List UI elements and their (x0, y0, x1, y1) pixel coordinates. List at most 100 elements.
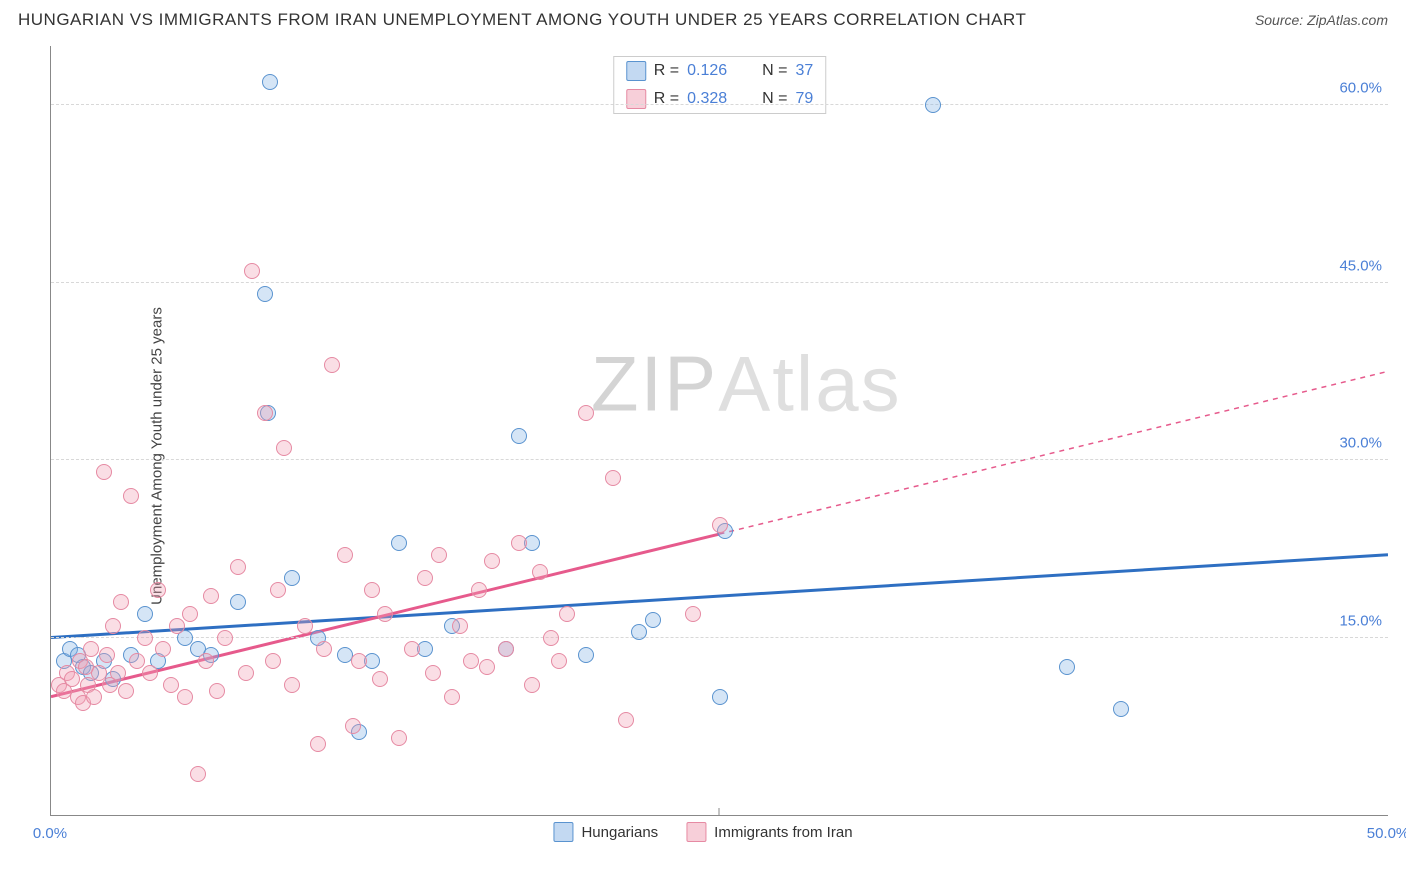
chart-container: Unemployment Among Youth under 25 years … (0, 36, 1406, 876)
data-point (262, 74, 278, 90)
data-point (142, 665, 158, 681)
y-tick-label: 45.0% (1339, 257, 1382, 274)
data-point (297, 618, 313, 634)
legend-series-item: Hungarians (553, 822, 658, 842)
data-point (265, 653, 281, 669)
data-point (163, 677, 179, 693)
data-point (391, 535, 407, 551)
data-point (1059, 659, 1075, 675)
data-point (351, 653, 367, 669)
data-point (372, 671, 388, 687)
data-point (203, 588, 219, 604)
data-point (618, 712, 634, 728)
legend-series-label: Immigrants from Iran (714, 824, 852, 841)
data-point (1113, 701, 1129, 717)
legend-swatch-pink (686, 822, 706, 842)
data-point (230, 594, 246, 610)
data-point (137, 630, 153, 646)
watermark: ZIPAtlas (591, 339, 902, 430)
data-point (417, 570, 433, 586)
data-point (190, 766, 206, 782)
data-point (511, 535, 527, 551)
data-point (925, 97, 941, 113)
data-point (182, 606, 198, 622)
data-point (404, 641, 420, 657)
data-point (118, 683, 134, 699)
header: HUNGARIAN VS IMMIGRANTS FROM IRAN UNEMPL… (0, 0, 1406, 36)
trend-line (51, 555, 1388, 638)
legend-series-label: Hungarians (581, 824, 658, 841)
gridline (51, 637, 1388, 638)
data-point (712, 689, 728, 705)
data-point (257, 405, 273, 421)
gridline (51, 104, 1388, 105)
plot-area: ZIPAtlas R =0.126N =37R =0.328N =79 15.0… (50, 46, 1388, 816)
x-tick-label: 50.0% (1367, 825, 1406, 842)
y-tick-label: 30.0% (1339, 435, 1382, 452)
data-point (110, 665, 126, 681)
data-point (551, 653, 567, 669)
data-point (578, 647, 594, 663)
data-point (230, 559, 246, 575)
data-point (257, 286, 273, 302)
x-tick-label: 0.0% (33, 825, 67, 842)
data-point (425, 665, 441, 681)
data-point (324, 357, 340, 373)
data-point (284, 570, 300, 586)
data-point (137, 606, 153, 622)
trend-line (720, 371, 1389, 534)
data-point (284, 677, 300, 693)
data-point (712, 517, 728, 533)
data-point (129, 653, 145, 669)
data-point (605, 470, 621, 486)
data-point (543, 630, 559, 646)
data-point (345, 718, 361, 734)
data-point (83, 641, 99, 657)
data-point (631, 624, 647, 640)
data-point (217, 630, 233, 646)
chart-title: HUNGARIAN VS IMMIGRANTS FROM IRAN UNEMPL… (18, 10, 1026, 30)
data-point (310, 736, 326, 752)
data-point (685, 606, 701, 622)
data-point (532, 564, 548, 580)
data-point (276, 440, 292, 456)
data-point (498, 641, 514, 657)
legend-series-item: Immigrants from Iran (686, 822, 852, 842)
data-point (244, 263, 260, 279)
data-point (524, 677, 540, 693)
data-point (169, 618, 185, 634)
data-point (155, 641, 171, 657)
data-point (177, 689, 193, 705)
data-point (463, 653, 479, 669)
data-point (270, 582, 286, 598)
legend-swatch-blue (553, 822, 573, 842)
gridline (51, 459, 1388, 460)
source-attribution: Source: ZipAtlas.com (1255, 12, 1388, 28)
data-point (471, 582, 487, 598)
data-point (123, 488, 139, 504)
data-point (452, 618, 468, 634)
legend-correlation: R =0.126N =37R =0.328N =79 (613, 56, 826, 114)
legend-swatch-blue (626, 61, 646, 81)
data-point (198, 653, 214, 669)
data-point (645, 612, 661, 628)
data-point (511, 428, 527, 444)
data-point (391, 730, 407, 746)
gridline (51, 282, 1388, 283)
data-point (150, 582, 166, 598)
data-point (444, 689, 460, 705)
legend-correlation-row: R =0.126N =37 (614, 57, 825, 85)
data-point (431, 547, 447, 563)
data-point (99, 647, 115, 663)
data-point (86, 689, 102, 705)
data-point (578, 405, 594, 421)
data-point (316, 641, 332, 657)
data-point (484, 553, 500, 569)
legend-series: Hungarians Immigrants from Iran (553, 822, 852, 842)
data-point (64, 671, 80, 687)
data-point (209, 683, 225, 699)
legend-correlation-row: R =0.328N =79 (614, 85, 825, 113)
data-point (337, 547, 353, 563)
data-point (238, 665, 254, 681)
data-point (105, 618, 121, 634)
